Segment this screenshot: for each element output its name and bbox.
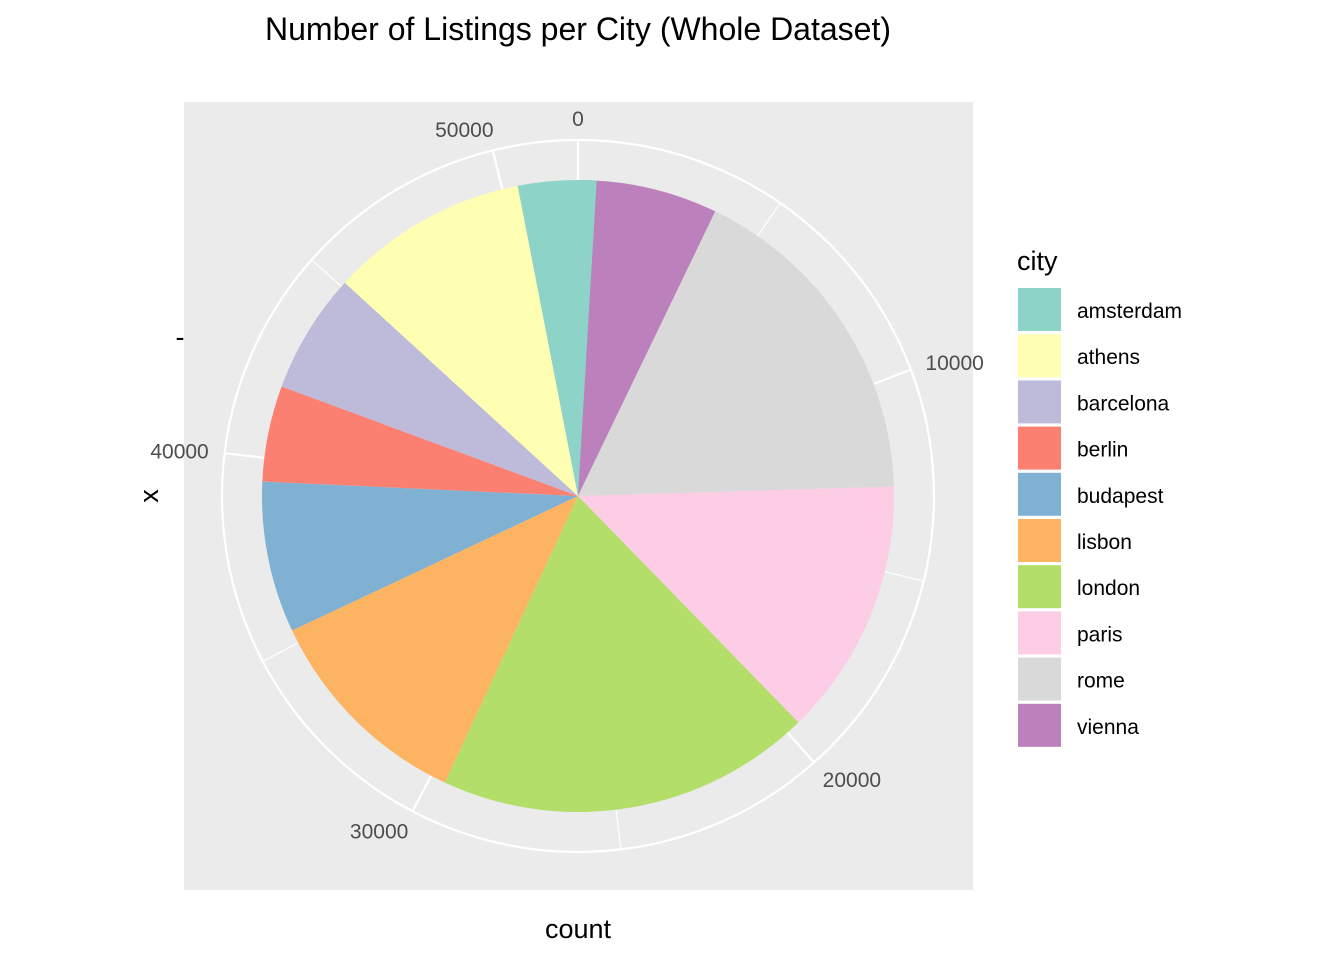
legend-swatch-berlin [1018,426,1061,470]
tick-label-30000: 30000 [350,821,408,844]
legend-label-rome: rome [1077,670,1125,693]
legend-label-berlin: berlin [1077,439,1128,462]
minor-grid-line [757,202,781,237]
legend-label-vienna: vienna [1077,716,1139,739]
legend-items: amsterdam athens barcelona berlin budapest li… [1018,288,1182,747]
legend-label-amsterdam: amsterdam [1077,300,1182,323]
pie-slice-paris [578,486,895,723]
legend-swatch-athens [1018,334,1061,378]
grid-line [873,368,912,385]
tick-label-50000: 50000 [435,119,493,142]
pie-slice-barcelona [281,282,578,496]
minor-grid-line [262,642,299,662]
grid-line [786,731,815,764]
x-axis-title: count [545,914,612,944]
pie-slice-rome [578,211,894,497]
chart-title: Number of Listings per City (Whole Datas… [265,11,891,47]
tick-label-layer: 0 10000 20000 30000 40000 50000 [150,108,983,844]
pie-slice-london [444,496,799,812]
legend-label-barcelona: barcelona [1077,392,1170,415]
legend-swatch-budapest [1018,472,1061,516]
y-axis-title: x [134,489,164,503]
legend-title: city [1017,246,1058,276]
minor-grid-line [311,259,342,287]
legend-label-athens: athens [1077,346,1140,369]
legend: city amsterdam athens barcelona berlin budap… [1017,246,1182,747]
legend-label-paris: paris [1077,623,1123,646]
tick-label-10000: 10000 [925,352,983,375]
legend-swatch-rome [1018,657,1061,701]
legend-swatch-barcelona [1018,380,1061,424]
legend-label-budapest: budapest [1077,485,1164,508]
pie-slice-amsterdam [517,179,597,496]
pie-slice-vienna [578,180,716,496]
pie-slice-berlin [262,386,578,496]
tick-label-0: 0 [572,108,584,131]
legend-swatch-london [1018,565,1061,609]
legend-swatch-lisbon [1018,519,1061,562]
tick-label-20000: 20000 [823,769,881,792]
legend-label-london: london [1077,577,1140,600]
legend-swatch-paris [1018,611,1061,655]
minor-grid-line [884,571,924,582]
legend-swatch-amsterdam [1018,288,1061,331]
pie-slice-budapest [262,481,578,631]
minor-grid-line [615,809,622,850]
y-tick-label: - [176,322,185,352]
legend-label-lisbon: lisbon [1077,531,1132,554]
slice-layer [262,179,895,812]
legend-swatch-vienna [1018,703,1061,747]
grid-line [491,150,504,190]
grid-line [224,451,265,460]
grid-line [411,775,433,812]
pie-slice-athens [344,185,578,496]
grid-layer [220,138,936,854]
tick-label-40000: 40000 [150,440,208,463]
pie-slice-lisbon [292,496,578,783]
